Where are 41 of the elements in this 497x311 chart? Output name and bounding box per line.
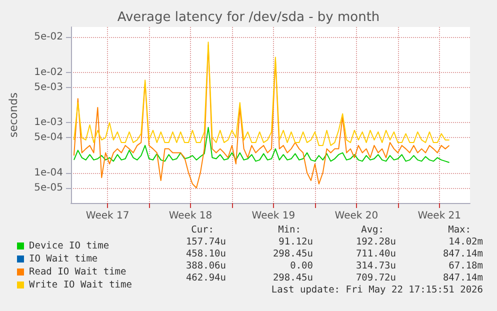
text: 847.14m xyxy=(442,248,484,260)
legend-label: Write IO Wait time xyxy=(29,280,132,290)
line-series xyxy=(73,126,450,164)
text: Min: xyxy=(278,224,301,236)
text: 462.94u xyxy=(186,272,226,284)
y-tick-label: 1e-02 xyxy=(34,66,63,78)
y-tick-label: 5e-03 xyxy=(34,82,63,93)
y-tick-label: 5e-05 xyxy=(34,182,63,194)
text: 157.74u xyxy=(186,236,226,248)
text: 711.40u xyxy=(356,248,396,260)
text: 192.28u xyxy=(356,236,396,248)
text: Last update: Fri May 22 17:15:51 2026 xyxy=(271,284,484,296)
text: Max: xyxy=(448,224,471,236)
text: 91.12u xyxy=(278,236,313,248)
x-tick-label: Week 19 xyxy=(252,210,296,222)
x-tick-label: Week 17 xyxy=(86,210,130,222)
text: 298.45u xyxy=(272,248,313,260)
y-tick-label: 5e-02 xyxy=(34,32,63,43)
y-tick-label: 5e-04 xyxy=(34,132,63,144)
y-tick-label: 1e-03 xyxy=(34,117,63,128)
legend-label: Device IO time xyxy=(29,240,110,252)
text: 67.18m xyxy=(448,260,484,272)
text: 847.14m xyxy=(442,272,484,284)
text: 388.06u xyxy=(186,260,226,272)
text: 458.10u xyxy=(186,248,226,260)
legend-label: IO Wait time xyxy=(29,254,98,264)
text: Cur: xyxy=(191,224,214,236)
y-axis-title: seconds xyxy=(7,92,20,138)
chart-title: Average latency for /dev/sda - by month xyxy=(117,10,380,25)
text: 314.73u xyxy=(356,260,396,272)
text: 298.45u xyxy=(272,272,313,284)
line-series xyxy=(73,42,450,146)
x-tick-label: Week 20 xyxy=(334,210,378,222)
legend-label: Read IO Wait time xyxy=(29,266,127,278)
x-tick-label: Week 18 xyxy=(168,210,212,222)
text: 0.00 xyxy=(290,260,314,272)
text: 14.02m xyxy=(448,236,484,248)
y-tick-label: 1e-04 xyxy=(34,167,63,178)
x-tick-label: Week 21 xyxy=(418,210,462,222)
text: 709.72u xyxy=(356,272,396,284)
text: Avg: xyxy=(361,224,384,236)
